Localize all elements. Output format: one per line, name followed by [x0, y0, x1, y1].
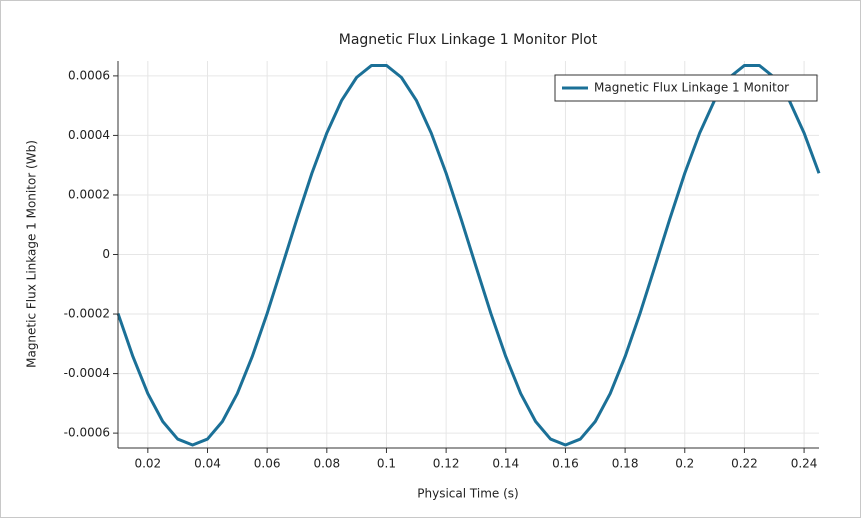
x-tick-label: 0.02	[134, 457, 161, 471]
x-tick-label: 0.1	[377, 457, 396, 471]
y-axis-label: Magnetic Flux Linkage 1 Monitor (Wb)	[25, 140, 39, 368]
y-tick-label: -0.0002	[64, 307, 110, 321]
y-tick-label: 0.0006	[68, 68, 110, 82]
x-tick-label: 0.08	[313, 457, 340, 471]
x-tick-label: 0.18	[612, 457, 639, 471]
x-tick-label: 0.16	[552, 457, 579, 471]
x-tick-label: 0.22	[731, 457, 758, 471]
x-tick-label: 0.06	[254, 457, 281, 471]
x-tick-label: 0.04	[194, 457, 221, 471]
y-tick-label: -0.0004	[64, 366, 110, 380]
y-tick-label: -0.0006	[64, 426, 110, 440]
data-line	[116, 63, 821, 447]
x-tick-label: 0.12	[433, 457, 460, 471]
plot	[116, 63, 821, 447]
legend-box	[554, 74, 818, 102]
y-tick-label: 0.0002	[68, 187, 110, 201]
x-axis-label: Physical Time (s)	[417, 487, 518, 501]
y-tick-label: 0.0004	[68, 128, 110, 142]
x-tick-label: 0.2	[675, 457, 694, 471]
x-tick-label: 0.24	[791, 457, 818, 471]
x-tick-label: 0.14	[492, 457, 519, 471]
y-tick-label: 0	[102, 247, 110, 261]
chart-title: Magnetic Flux Linkage 1 Monitor Plot	[339, 32, 598, 48]
legend-label: Magnetic Flux Linkage 1 Monitor	[594, 81, 789, 95]
